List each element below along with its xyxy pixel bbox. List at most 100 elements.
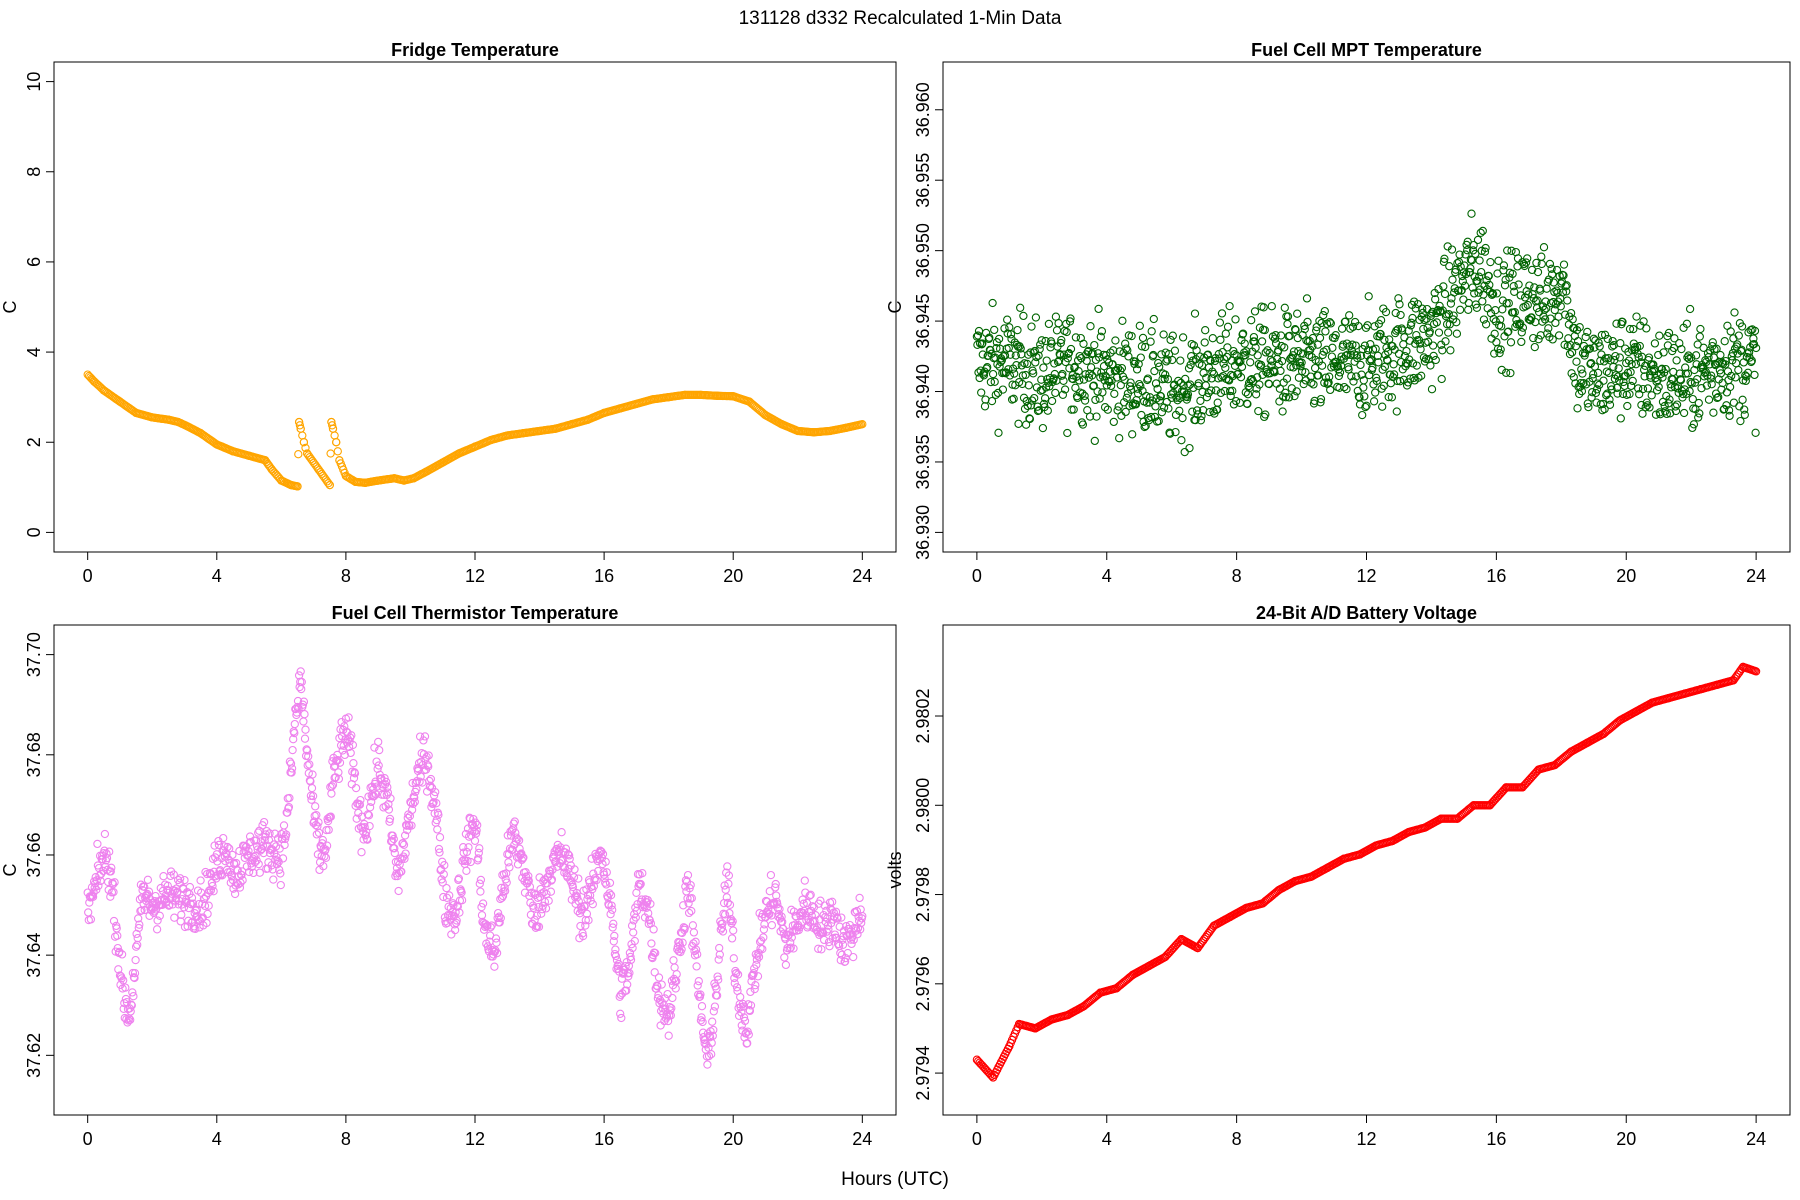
data-point [1209, 369, 1219, 379]
data-point [1157, 408, 1167, 417]
data-point [1138, 333, 1148, 343]
data-point [1071, 333, 1081, 342]
data-point [1490, 329, 1499, 338]
data-point [88, 892, 98, 901]
data-point [1724, 406, 1734, 415]
data-point [1031, 358, 1040, 367]
data-point [1396, 310, 1405, 320]
data-point [410, 793, 419, 802]
data-point [244, 867, 254, 877]
data-point [1282, 374, 1292, 383]
data-point [355, 799, 364, 809]
data-point [1025, 414, 1035, 424]
y-tick-label: 36.945 [913, 294, 933, 349]
data-point [143, 889, 152, 899]
data-point [1381, 307, 1391, 317]
data-point [517, 855, 526, 865]
data-point [1211, 386, 1221, 395]
data-point [1412, 361, 1421, 370]
data-point [1455, 250, 1464, 259]
data-point [357, 848, 366, 857]
data-point [1627, 360, 1636, 369]
x-tick-label: 8 [1232, 566, 1242, 586]
data-point [766, 870, 776, 880]
data-point [321, 853, 331, 862]
data-point [223, 842, 232, 852]
y-tick-label: 36.940 [913, 364, 933, 419]
data-point [736, 992, 745, 1002]
data-point [1151, 379, 1161, 388]
data-point [1254, 406, 1263, 416]
data-point [1575, 323, 1584, 332]
data-point [1483, 285, 1492, 294]
data-point [1155, 362, 1164, 371]
data-point [400, 854, 409, 863]
data-point [340, 722, 349, 731]
data-point [550, 847, 559, 856]
data-point [1098, 388, 1107, 397]
data-point [1671, 402, 1680, 411]
data-point [301, 725, 310, 734]
data-point [1566, 308, 1576, 318]
data-point [1096, 332, 1105, 341]
data-point [654, 973, 664, 982]
data-point [134, 923, 143, 933]
data-point [1605, 400, 1615, 409]
data-point [1364, 292, 1373, 301]
data-point [1058, 390, 1068, 399]
data-point [564, 851, 574, 860]
data-point [1296, 362, 1305, 371]
data-point [119, 1004, 128, 1013]
data-point [565, 854, 574, 864]
data-point [1415, 339, 1425, 348]
data-point [1523, 254, 1532, 263]
data-point [1731, 373, 1740, 382]
x-tick-label: 24 [1746, 566, 1766, 586]
data-point [1504, 327, 1513, 336]
data-point [1707, 380, 1716, 389]
data-point [1116, 381, 1125, 390]
data-point [1325, 372, 1334, 381]
data-point [1714, 392, 1723, 402]
data-point [1749, 334, 1758, 343]
data-point [151, 891, 160, 901]
data-point [987, 396, 997, 406]
data-point [1168, 331, 1177, 340]
data-point [1100, 403, 1110, 412]
data-point [1074, 367, 1083, 376]
data-point [476, 887, 485, 896]
data-point [398, 838, 408, 848]
data-point [1605, 395, 1614, 404]
data-point [1032, 352, 1041, 362]
data-point [1720, 337, 1729, 346]
data-point [131, 942, 141, 951]
data-point [324, 825, 333, 835]
data-point [669, 956, 678, 965]
data-point [492, 938, 501, 947]
data-point [259, 848, 268, 858]
data-point [475, 844, 484, 853]
data-point [303, 761, 312, 770]
data-point [435, 833, 445, 842]
data-point [1469, 240, 1478, 250]
data-point [1242, 347, 1251, 356]
data-point [394, 886, 403, 896]
data-point [544, 896, 553, 905]
data-point [1370, 322, 1379, 331]
data-point [1597, 330, 1607, 340]
data-point [1706, 374, 1715, 383]
data-point [1499, 261, 1509, 270]
data-point [1602, 367, 1611, 376]
data-point [1198, 387, 1207, 397]
data-point [1620, 381, 1629, 391]
data-point [1494, 256, 1503, 265]
data-point [1150, 366, 1159, 376]
data-point [1647, 391, 1656, 400]
data-point [102, 849, 111, 858]
data-point [1241, 351, 1250, 360]
data-point [241, 846, 250, 855]
data-point [1393, 376, 1402, 386]
data-point [1521, 258, 1531, 267]
data-point [492, 948, 502, 958]
data-point [272, 860, 282, 869]
